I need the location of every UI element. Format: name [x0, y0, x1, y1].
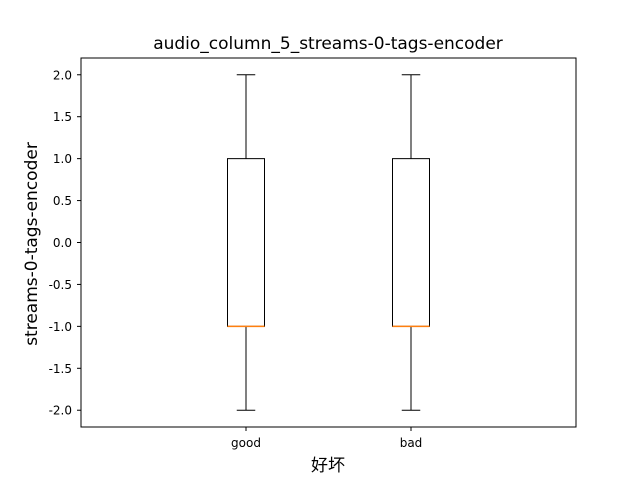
y-tick-label: 1.5: [53, 110, 72, 124]
x-tick-label: bad: [400, 436, 423, 450]
box-bad: [392, 158, 430, 327]
plot-area: -2.0 -1.5 -1.0 -0.5 0.0 0.5 1.0 1.5 2.0 good bad: [49, 57, 577, 450]
y-tick-label: 2.0: [53, 68, 72, 82]
y-tick-label: -1.0: [49, 320, 72, 334]
y-tick-label: -1.5: [49, 362, 72, 376]
y-tick-label: 0.5: [53, 194, 72, 208]
x-tick-label: good: [231, 436, 261, 450]
y-tick-label: -2.0: [49, 404, 72, 418]
box-good: [227, 158, 265, 327]
y-tick-label: -0.5: [49, 278, 72, 292]
x-axis-label: 好坏: [311, 456, 345, 476]
plot-frame: [80, 57, 577, 428]
y-axis-label: streams-0-tags-encoder: [22, 142, 42, 346]
y-tick-label: 0.0: [53, 236, 72, 250]
chart-title: audio_column_5_streams-0-tags-encoder: [153, 34, 503, 54]
y-tick-label: 1.0: [53, 152, 72, 166]
